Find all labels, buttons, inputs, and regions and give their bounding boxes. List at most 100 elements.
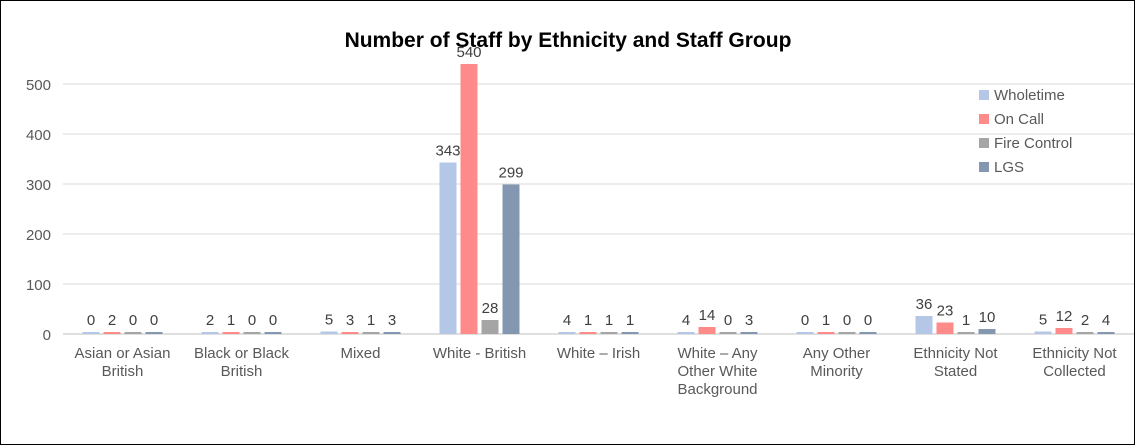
data-label: 5 (1039, 312, 1047, 329)
gridlines (63, 83, 1134, 335)
data-label: 28 (482, 300, 499, 317)
data-label: 3 (388, 312, 396, 329)
y-tick-label: 400 (26, 127, 51, 144)
bar-fire-control (481, 320, 499, 334)
bar-on-call (698, 327, 716, 334)
x-tick-label: Mixed (340, 345, 380, 362)
x-tick-label: White - British (433, 345, 526, 362)
data-label: 0 (724, 312, 732, 329)
legend-swatch (979, 138, 989, 148)
bar-wholetime (82, 332, 100, 334)
data-label: 0 (248, 312, 256, 329)
data-label: 0 (129, 312, 137, 329)
legend-swatch (979, 114, 989, 124)
x-tick-label: Any Other Minority (803, 345, 871, 380)
y-tick-label: 500 (26, 77, 51, 94)
data-label: 2 (206, 312, 214, 329)
data-label: 3 (745, 312, 753, 329)
x-tick-label: Ethnicity Not Stated (913, 345, 998, 380)
data-label: 36 (916, 296, 933, 313)
legend-swatch (979, 90, 989, 100)
chart-title: Number of Staff by Ethnicity and Staff G… (345, 29, 792, 52)
bars (82, 64, 1115, 334)
data-label: 4 (682, 312, 690, 329)
data-label: 10 (979, 309, 996, 326)
bar-fire-control (362, 332, 380, 334)
data-label: 1 (605, 312, 613, 329)
bar-lgs (264, 332, 282, 334)
data-label: 1 (367, 312, 375, 329)
data-label: 14 (699, 307, 716, 324)
data-label: 12 (1056, 308, 1073, 325)
bar-fire-control (719, 332, 737, 334)
legend-label: Fire Control (994, 135, 1072, 152)
y-tick-label: 300 (26, 177, 51, 194)
data-label: 1 (962, 312, 970, 329)
bar-fire-control (1076, 332, 1094, 334)
bar-fire-control (243, 332, 261, 334)
bar-fire-control (957, 332, 975, 334)
data-label: 1 (227, 312, 235, 329)
bar-on-call (341, 332, 359, 334)
bar-on-call (222, 332, 240, 334)
data-label: 0 (87, 312, 95, 329)
bar-wholetime (320, 331, 338, 334)
bar-on-call (579, 332, 597, 334)
x-tick-label: Ethnicity Not Collected (1032, 345, 1117, 380)
data-label: 3 (346, 312, 354, 329)
bar-lgs (145, 332, 163, 334)
y-axis: 0 100 200 300 400 500 (26, 77, 51, 344)
bar-wholetime (677, 332, 695, 334)
bar-fire-control (124, 332, 142, 334)
data-label: 2 (1081, 312, 1089, 329)
bar-wholetime (439, 162, 457, 334)
bar-on-call (460, 64, 478, 334)
legend-label: Wholetime (994, 87, 1065, 104)
data-label: 0 (864, 312, 872, 329)
bar-lgs (978, 329, 996, 334)
bar-wholetime (796, 332, 814, 334)
x-tick-label: White – Irish (557, 345, 640, 362)
bar-on-call (103, 332, 121, 334)
x-axis: Asian or Asian British Black or Black Briti… (75, 345, 1118, 398)
y-tick-label: 0 (43, 327, 51, 344)
x-tick-label: White – Any Other White Background (677, 345, 758, 398)
bar-on-call (817, 332, 835, 334)
data-label: 1 (584, 312, 592, 329)
bar-lgs (383, 332, 401, 334)
y-tick-label: 100 (26, 277, 51, 294)
data-label: 343 (435, 143, 460, 160)
bar-wholetime (558, 332, 576, 334)
data-label: 5 (325, 312, 333, 329)
bar-on-call (936, 322, 954, 334)
data-label: 4 (563, 312, 571, 329)
bar-wholetime (1034, 331, 1052, 334)
bar-wholetime (915, 316, 933, 334)
bar-on-call (1055, 328, 1073, 334)
legend: Wholetime On Call Fire Control LGS (979, 87, 1072, 176)
data-label: 0 (801, 312, 809, 329)
bar-lgs (502, 184, 520, 334)
legend-swatch (979, 162, 989, 172)
bar-lgs (859, 332, 877, 334)
data-label: 0 (843, 312, 851, 329)
bar-lgs (740, 332, 758, 334)
bar-fire-control (838, 332, 856, 334)
y-tick-label: 200 (26, 227, 51, 244)
data-label: 1 (626, 312, 634, 329)
data-label: 1 (822, 312, 830, 329)
data-label: 4 (1102, 312, 1110, 329)
data-label: 0 (150, 312, 158, 329)
bar-fire-control (600, 332, 618, 334)
bar-wholetime (201, 332, 219, 334)
data-label: 540 (456, 44, 481, 61)
bar-lgs (621, 332, 639, 334)
legend-label: On Call (994, 111, 1044, 128)
x-tick-label: Asian or Asian British (75, 345, 171, 380)
x-tick-label: Black or Black British (194, 345, 290, 380)
data-label: 2 (108, 312, 116, 329)
bar-lgs (1097, 332, 1115, 334)
